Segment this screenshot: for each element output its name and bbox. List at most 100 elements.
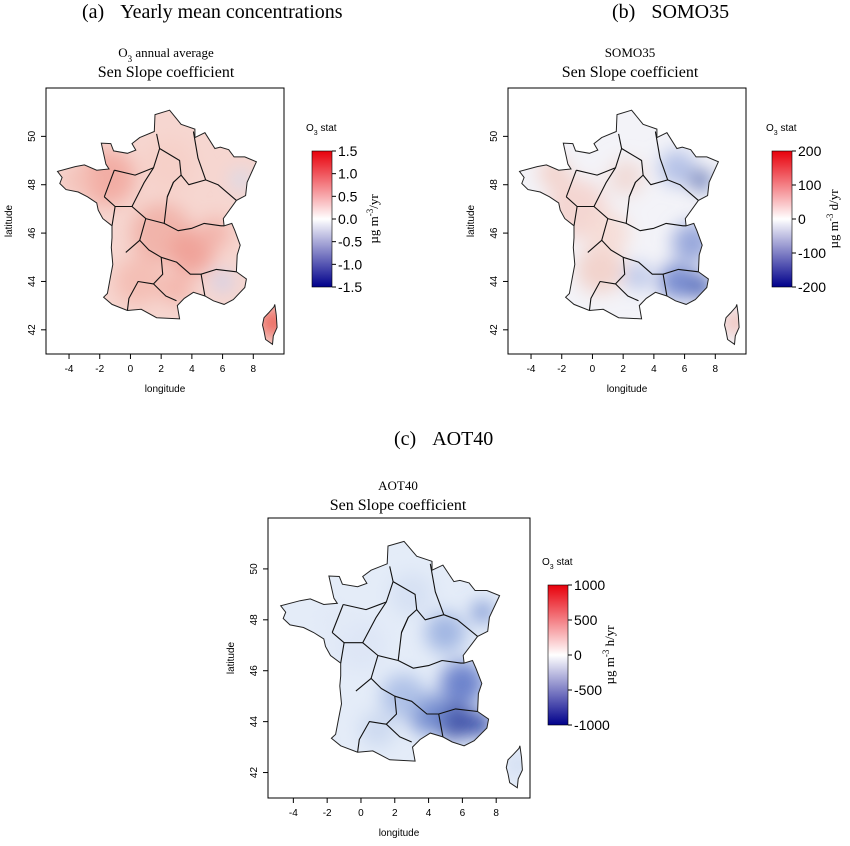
region-border — [355, 677, 398, 753]
panel-b-label: (b) — [612, 1, 636, 23]
corsica-outline — [723, 304, 740, 346]
colorbar-tick-label: 0.5 — [338, 188, 358, 204]
x-tick-label: 2 — [620, 364, 626, 375]
trend-blob — [389, 572, 434, 617]
trend-blob — [142, 139, 195, 192]
region-border — [200, 268, 237, 275]
region-border — [618, 133, 644, 198]
colorbar-tick-label: -100 — [798, 245, 826, 261]
plot-title: SOMO35 — [605, 45, 656, 60]
trend-blob — [624, 262, 653, 291]
colorbar-tick-label: 0 — [798, 211, 806, 227]
region-border — [416, 609, 444, 621]
trend-blob — [440, 661, 485, 706]
x-tick-label: -2 — [557, 364, 566, 375]
trend-blob — [315, 599, 356, 640]
region-border — [362, 617, 409, 662]
colorbar-tick-label: -0.5 — [338, 234, 362, 250]
trend-blob — [472, 602, 493, 623]
panel-a-label: (a) — [82, 1, 105, 23]
region-border — [343, 581, 394, 611]
x-tick-label: 4 — [189, 364, 195, 375]
trend-blob — [608, 159, 645, 196]
colorbar-tick-label: 0.0 — [338, 211, 358, 227]
colorbar-unit-label: µg m-3 d/yr — [825, 189, 841, 249]
trend-blob — [672, 222, 713, 263]
y-tick-label: 46 — [249, 665, 260, 677]
x-tick-label: -4 — [289, 808, 298, 819]
trend-blob — [131, 203, 192, 264]
x-tick-label: 4 — [651, 364, 657, 375]
region-border — [593, 182, 636, 224]
region-border — [385, 723, 412, 743]
trend-blob — [435, 703, 472, 740]
trend-blob — [114, 257, 163, 306]
panel-a-heading-text: Yearly mean concentrations — [120, 1, 343, 23]
region-border — [125, 239, 164, 311]
corsica-outline — [261, 304, 278, 346]
region-border — [429, 563, 478, 637]
region-border — [389, 566, 418, 633]
trend-blob — [231, 169, 252, 190]
x-tick-label: 6 — [460, 808, 466, 819]
colorbar-tick-label: 500 — [574, 612, 598, 628]
trend-blob — [467, 712, 492, 737]
trend-blob — [198, 217, 231, 250]
y-tick-label: 42 — [489, 324, 500, 336]
plot-subtitle: Sen Slope coefficient — [330, 497, 467, 514]
x-axis-label: longitude — [607, 384, 648, 395]
y-tick-label: 46 — [27, 227, 38, 239]
y-tick-label: 46 — [489, 227, 500, 239]
y-tick-label: 44 — [249, 716, 260, 728]
region-border — [654, 131, 699, 201]
region-border — [576, 148, 623, 176]
region-border — [114, 148, 161, 176]
region-border — [601, 218, 609, 241]
x-tick-label: 2 — [158, 364, 164, 375]
panel-b-heading: (b) SOMO35 — [612, 1, 729, 24]
region-border — [131, 182, 174, 224]
y-tick-label: 42 — [249, 767, 260, 779]
x-tick-label: -2 — [95, 364, 104, 375]
map-frame — [267, 517, 531, 799]
colorbar-tick-label: -1.0 — [338, 256, 362, 272]
region-borders — [103, 131, 237, 311]
region-borders — [565, 131, 699, 311]
region-border — [565, 170, 577, 197]
trend-blob — [359, 711, 396, 748]
trend-blob — [585, 211, 630, 256]
trend-blob — [212, 271, 233, 292]
x-tick-label: 6 — [220, 364, 226, 375]
colorbar — [311, 150, 333, 288]
x-tick-label: -2 — [323, 808, 332, 819]
corsica-outline — [505, 745, 523, 789]
region-border — [161, 256, 206, 297]
trend-blob — [508, 754, 523, 775]
trend-blob — [723, 310, 740, 335]
y-tick-label: 44 — [489, 275, 500, 287]
colorbar-tick-label: 1.5 — [338, 143, 358, 159]
trend-blob — [658, 149, 695, 186]
trend-blob — [79, 149, 136, 206]
colorbar-tick-label: 1000 — [574, 577, 605, 593]
region-border — [615, 283, 639, 302]
trend-blob — [381, 674, 426, 719]
panel-a-heading: (a) Yearly mean concentrations — [82, 1, 343, 24]
region-border — [344, 601, 387, 644]
region-border — [139, 218, 147, 241]
region-border — [623, 256, 668, 297]
map-frame — [507, 87, 747, 355]
colorbar-tick-label: -1.5 — [338, 279, 362, 295]
colorbar-tick-label: 0 — [574, 647, 582, 663]
region-borders — [331, 563, 478, 753]
colorbar-tick-label: 1.0 — [338, 166, 358, 182]
x-tick-label: -4 — [65, 364, 74, 375]
y-axis-label: latitude — [466, 204, 477, 237]
trend-blob — [425, 612, 466, 653]
region-border — [642, 174, 668, 186]
colorbar-tick-label: 100 — [798, 177, 822, 193]
trend-blob — [160, 272, 193, 305]
